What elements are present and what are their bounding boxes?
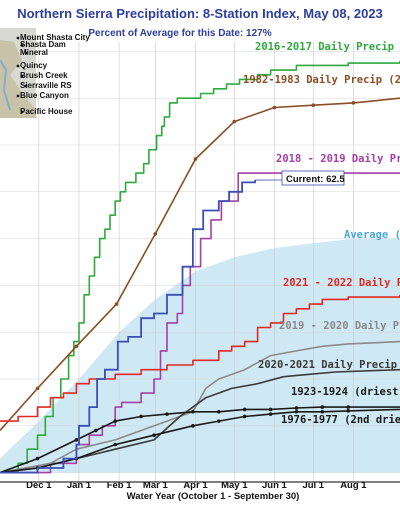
- series-label: 1982-1983 Daily Precip (2nd l: [243, 74, 400, 86]
- series-point: [242, 407, 247, 412]
- series-point: [346, 405, 351, 409]
- series-point: [113, 442, 118, 447]
- series-label: 2020-2021 Daily Precip (3rd: [258, 359, 400, 371]
- station-label: Sierraville RS: [20, 81, 72, 90]
- series-point: [268, 412, 273, 416]
- current-series-line: [0, 180, 256, 474]
- map-river: [0, 59, 11, 111]
- station-marker: [16, 36, 20, 40]
- station-marker: [20, 43, 24, 47]
- series-line: [0, 340, 400, 474]
- average-band: [0, 238, 400, 473]
- current-callout-box: [281, 170, 345, 186]
- series-point: [351, 101, 356, 105]
- x-tick-label: Feb 1: [107, 480, 133, 491]
- series-point: [294, 409, 299, 414]
- series-line: [0, 60, 400, 474]
- series-point: [272, 105, 277, 110]
- x-tick-label: Apr 1: [183, 480, 208, 491]
- series-point: [35, 386, 40, 391]
- x-tick-label: Jan 1: [67, 480, 92, 491]
- series-point: [242, 414, 247, 419]
- station-label: Pacific House: [20, 107, 73, 116]
- series-line: [0, 294, 400, 422]
- series-point: [193, 157, 198, 161]
- station-label: Shasta Dam: [20, 40, 66, 49]
- series-point: [152, 433, 156, 437]
- series-point: [165, 412, 169, 416]
- station-marker: [20, 74, 24, 78]
- series-point: [320, 409, 325, 414]
- x-tick-label: Jul 1: [302, 480, 324, 491]
- series-point: [114, 302, 119, 306]
- x-tick-label: May 1: [221, 480, 248, 491]
- series-label: 2019 - 2020 Daily Precip: [279, 320, 400, 332]
- station-marker: [24, 51, 28, 55]
- series-point: [191, 409, 195, 414]
- station-label: Blue Canyon: [20, 91, 69, 100]
- series-point: [93, 428, 98, 433]
- series-label: 2018 - 2019 Daily Precip: [276, 153, 400, 165]
- x-tick-label: Dec 1: [26, 480, 52, 491]
- series-point: [74, 438, 79, 442]
- series-point: [191, 424, 195, 428]
- current-callout-label: Current: 62.5: [286, 174, 345, 185]
- series-point: [113, 419, 118, 423]
- station-label: Quincy: [20, 61, 48, 70]
- series-point: [74, 344, 79, 349]
- series-label: 1976-1977 (2nd driest: [281, 414, 400, 426]
- series-point: [311, 103, 316, 107]
- station-marker: [24, 84, 28, 88]
- series-label: 2016-2017 Daily Precip (we: [255, 41, 400, 53]
- x-tick-label: Mar 1: [143, 480, 169, 491]
- average-label: Average (: [344, 229, 400, 241]
- x-tick-label: Aug 1: [340, 480, 367, 491]
- station-marker: [16, 94, 20, 98]
- map-terrain: [0, 40, 36, 118]
- x-axis-label: Water Year (October 1 - September 30): [127, 491, 300, 502]
- series-line: [0, 172, 400, 474]
- series-point: [153, 232, 158, 236]
- series-point: [320, 405, 325, 409]
- station-label: Brush Creek: [20, 71, 68, 80]
- chart-title: Northern Sierra Precipitation: 8-Station…: [17, 6, 383, 21]
- series-point: [216, 419, 221, 423]
- station-marker: [20, 110, 24, 114]
- series-label: 1923-1924 (driest): [291, 386, 400, 398]
- series-point: [294, 406, 299, 410]
- plot-area: Dec 1 Jan 1 Feb 1 Mar 1 Apr 1 May 1 Jun 1 Jul 1…: [0, 41, 400, 491]
- series-point: [346, 409, 351, 413]
- chart-subtitle: Percent of Average for this Date: 127%: [88, 28, 271, 39]
- series-point: [139, 414, 143, 419]
- x-tick-label: Jun 1: [262, 480, 288, 491]
- series-label: 2021 - 2022 Daily Precip: [283, 277, 400, 289]
- station-label: Mineral: [20, 48, 48, 57]
- station-marker: [16, 64, 20, 68]
- series-point: [268, 407, 273, 412]
- series-point: [216, 409, 221, 414]
- series-point: [35, 456, 40, 461]
- series-point: [232, 119, 237, 124]
- station-label: Mount Shasta City: [20, 33, 90, 42]
